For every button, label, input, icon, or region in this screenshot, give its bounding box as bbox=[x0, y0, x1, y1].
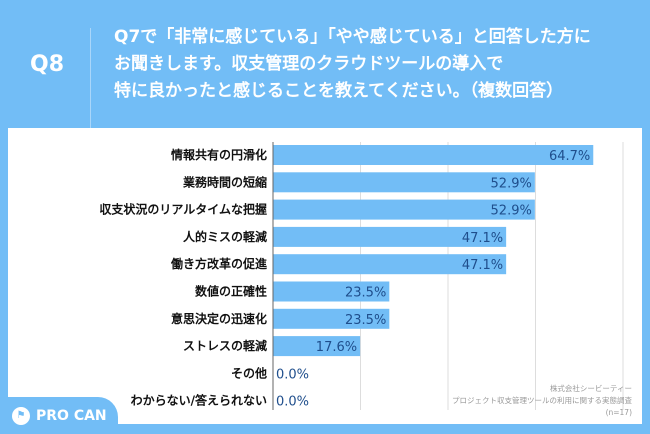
question-title: Q7で「非常に感じている」「やや感じている」と回答した方に お聞きします。収支管… bbox=[114, 24, 634, 105]
category-label: 人的ミスの軽減 bbox=[183, 229, 267, 244]
title-line: 特に良かったと感じることを教えてください。（複数回答） bbox=[114, 81, 564, 101]
bar bbox=[273, 145, 594, 165]
data-label: 52.9% bbox=[491, 204, 532, 219]
bar bbox=[273, 172, 535, 193]
category-label: 収支状況のリアルタイムな把握 bbox=[99, 202, 267, 217]
category-label: 数値の正確性 bbox=[195, 284, 267, 299]
source-survey: プロジェクト収支管理ツールの利用に関する実態調査 bbox=[452, 396, 632, 405]
data-label: 52.9% bbox=[491, 176, 532, 191]
category-label: 意思決定の迅速化 bbox=[171, 311, 267, 326]
header-divider bbox=[90, 28, 91, 132]
question-number: Q8 bbox=[30, 52, 65, 77]
category-label: 業務時間の短縮 bbox=[182, 174, 267, 189]
data-label: 23.5% bbox=[345, 286, 386, 301]
title-line: Q7で「非常に感じている」「やや感じている」と回答した方に bbox=[114, 27, 591, 47]
bar bbox=[273, 226, 507, 247]
bar bbox=[273, 281, 390, 302]
category-label: その他 bbox=[231, 365, 267, 380]
logo-text: PRO CAN bbox=[36, 407, 107, 424]
data-label: 0.0% bbox=[276, 367, 309, 382]
source-note: 株式会社シービーティー プロジェクト収支管理ツールの利用に関する実態調査 (n=… bbox=[452, 383, 632, 419]
flag-icon: ⚑ bbox=[12, 406, 30, 425]
data-label: 64.7% bbox=[549, 149, 590, 164]
source-n: (n=17) bbox=[605, 408, 632, 417]
bar-chart: 情報共有の円滑化 64.7% 業務時間の短縮 52.9% 収支状況のリアルタイムな把握 5… bbox=[99, 142, 624, 410]
bar bbox=[273, 336, 361, 357]
data-label: 0.0% bbox=[276, 395, 309, 410]
data-label: 17.6% bbox=[316, 340, 357, 355]
source-company: 株式会社シービーティー bbox=[549, 384, 632, 393]
bar bbox=[273, 199, 535, 220]
category-label: 働き方改革の促進 bbox=[170, 256, 268, 271]
category-label: わからない/答えられない bbox=[131, 393, 267, 408]
procan-logo: ⚑ PRO CAN bbox=[0, 397, 118, 434]
bar bbox=[273, 254, 507, 275]
category-label: 情報共有の円滑化 bbox=[171, 147, 267, 162]
data-label: 47.1% bbox=[462, 258, 503, 273]
category-label: ストレスの軽減 bbox=[183, 338, 267, 353]
data-label: 47.1% bbox=[462, 231, 503, 246]
data-label: 23.5% bbox=[345, 313, 386, 328]
chart-card: 情報共有の円滑化 64.7% 業務時間の短縮 52.9% 収支状況のリアルタイムな把握 5… bbox=[8, 128, 642, 424]
bar bbox=[273, 308, 390, 329]
title-line: お聞きします。収支管理のクラウドツールの導入で bbox=[114, 54, 504, 74]
